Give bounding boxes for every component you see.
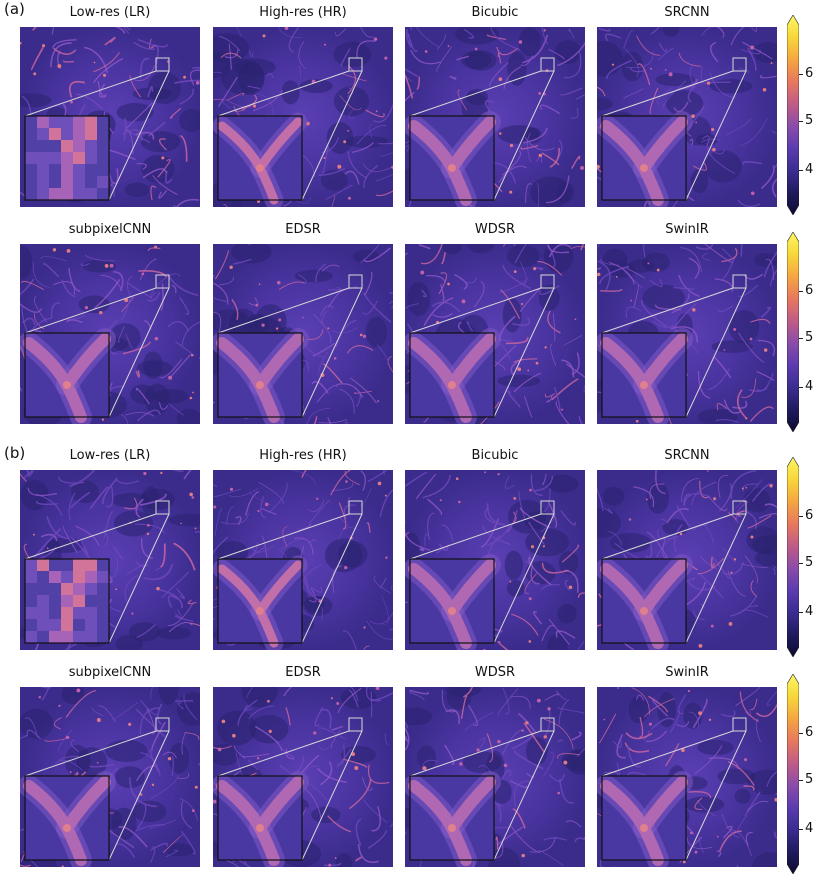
subplot-title: SRCNN <box>664 448 710 463</box>
subplot-image <box>597 244 777 424</box>
density-field-image <box>597 27 777 207</box>
subplot-title: SwinIR <box>665 665 709 680</box>
colorbar-tick-label: 6 <box>805 66 814 81</box>
colorbar-tick-mark <box>799 612 803 613</box>
zoom-inset <box>597 554 693 650</box>
zoom-inset <box>405 328 501 424</box>
subplot-title: EDSR <box>285 222 321 237</box>
zoom-inset <box>213 328 309 424</box>
zoom-inset <box>405 111 501 207</box>
colorbar-tick-label: 6 <box>805 508 814 523</box>
zoom-inset <box>213 555 308 650</box>
density-field-image <box>597 470 777 650</box>
colorbar-tick-mark <box>799 74 803 75</box>
subplot-image <box>597 27 777 207</box>
zoom-inset <box>213 771 309 867</box>
colorbar <box>786 231 800 436</box>
density-field-image <box>213 244 393 424</box>
subplot-image <box>20 244 200 424</box>
density-field-image <box>405 687 585 867</box>
subplot-image <box>597 470 777 650</box>
zoom-inset <box>597 771 693 867</box>
density-field-image <box>597 244 777 424</box>
subplot-title: WDSR <box>474 665 516 680</box>
subplot-image <box>20 687 200 867</box>
colorbar-tick-mark <box>799 780 803 781</box>
density-field-image <box>20 470 200 650</box>
subplot-image <box>597 687 777 867</box>
subplot-title: SwinIR <box>665 222 709 237</box>
colorbar-tick-label: 4 <box>805 379 814 394</box>
density-field-image <box>597 687 777 867</box>
subplot-image <box>405 470 585 650</box>
colorbar-tick-label: 5 <box>805 772 814 787</box>
colorbar-tick-label: 5 <box>805 555 814 570</box>
density-field-image <box>20 244 200 424</box>
subplot-title: Low-res (LR) <box>69 448 151 463</box>
density-field-image <box>213 687 393 867</box>
colorbar-tick-label: 4 <box>805 604 814 619</box>
subplot-image <box>405 687 585 867</box>
colorbar <box>786 14 800 219</box>
density-field-image <box>405 244 585 424</box>
colorbar-tick-label: 4 <box>805 162 814 177</box>
zoom-inset <box>405 771 501 867</box>
colorbar-tick-label: 5 <box>805 113 814 128</box>
subplot-image <box>213 687 393 867</box>
colorbar-tick-label: 4 <box>805 821 814 836</box>
colorbar-tick-mark <box>799 563 803 564</box>
colorbar-tick-label: 6 <box>805 283 814 298</box>
colorbar-tick-mark <box>799 170 803 171</box>
subplot-title: Low-res (LR) <box>69 5 151 20</box>
zoom-inset <box>20 328 116 424</box>
density-field-image <box>405 470 585 650</box>
colorbar-tick-label: 5 <box>805 330 814 345</box>
colorbar-tick-mark <box>799 733 803 734</box>
colorbar-tick-label: 6 <box>805 725 814 740</box>
colorbar-tick-mark <box>799 291 803 292</box>
zoom-inset <box>20 771 116 867</box>
subplot-image <box>405 244 585 424</box>
density-field-image <box>405 27 585 207</box>
subplot-image <box>213 27 393 207</box>
zoom-inset <box>24 115 110 201</box>
subplot-title: SRCNN <box>664 5 710 20</box>
subplot-title: High-res (HR) <box>259 5 347 20</box>
zoom-inset <box>24 558 110 644</box>
subplot-title: Bicubic <box>471 448 519 463</box>
colorbar <box>786 673 800 878</box>
zoom-inset <box>405 554 501 650</box>
subplot-image <box>213 470 393 650</box>
zoom-inset <box>213 112 308 207</box>
density-field-image <box>20 687 200 867</box>
density-field-image <box>213 27 393 207</box>
subplot-title: High-res (HR) <box>259 448 347 463</box>
colorbar-tick-mark <box>799 829 803 830</box>
subplot-image <box>213 244 393 424</box>
colorbar <box>786 456 800 661</box>
subplot-title: subpixelCNN <box>68 222 152 237</box>
colorbar-tick-mark <box>799 338 803 339</box>
subplot-title: WDSR <box>474 222 516 237</box>
colorbar-tick-mark <box>799 387 803 388</box>
colorbar-tick-mark <box>799 516 803 517</box>
panel-label: (a) <box>4 0 25 18</box>
colorbar-tick-mark <box>799 121 803 122</box>
subplot-image <box>405 27 585 207</box>
subplot-title: subpixelCNN <box>68 665 152 680</box>
subplot-image <box>20 27 200 207</box>
zoom-inset <box>597 328 693 424</box>
subplot-title: Bicubic <box>471 5 519 20</box>
subplot-title: EDSR <box>285 665 321 680</box>
panel-label: (b) <box>4 444 26 462</box>
density-field-image <box>213 470 393 650</box>
subplot-image <box>20 470 200 650</box>
zoom-inset <box>597 111 693 207</box>
density-field-image <box>20 27 200 207</box>
